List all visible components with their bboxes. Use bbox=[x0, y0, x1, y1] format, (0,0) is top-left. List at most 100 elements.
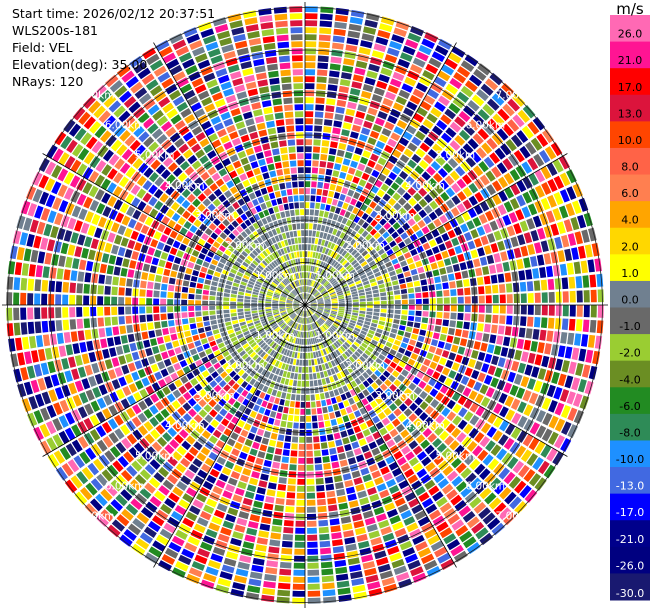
velocity-cell bbox=[377, 157, 387, 166]
velocity-cell bbox=[41, 320, 49, 333]
velocity-cell bbox=[39, 191, 50, 206]
velocity-cell bbox=[202, 480, 214, 491]
velocity-cell bbox=[472, 445, 483, 457]
velocity-cell bbox=[343, 288, 350, 292]
velocity-cell bbox=[576, 290, 583, 303]
velocity-cell bbox=[182, 413, 192, 423]
velocity-cell bbox=[371, 382, 379, 390]
velocity-cell bbox=[312, 323, 316, 329]
velocity-cell bbox=[309, 297, 315, 302]
velocity-cell bbox=[270, 532, 281, 540]
velocity-cell bbox=[317, 301, 324, 303]
velocity-cell bbox=[444, 240, 453, 249]
velocity-cell bbox=[299, 352, 303, 359]
velocity-cell bbox=[474, 463, 486, 476]
velocity-cell bbox=[387, 84, 399, 95]
velocity-cell bbox=[292, 322, 296, 328]
velocity-cell bbox=[294, 299, 300, 303]
velocity-cell bbox=[182, 493, 194, 504]
velocity-cell bbox=[571, 377, 581, 391]
velocity-cell bbox=[445, 83, 459, 95]
velocity-cell bbox=[278, 384, 284, 391]
velocity-cell bbox=[125, 76, 139, 89]
velocity-cell bbox=[348, 564, 362, 573]
velocity-cell bbox=[457, 313, 464, 321]
velocity-cell bbox=[428, 211, 438, 221]
velocity-cell bbox=[513, 149, 525, 163]
velocity-cell bbox=[454, 245, 463, 255]
velocity-cell bbox=[379, 489, 390, 499]
velocity-cell bbox=[517, 401, 527, 414]
velocity-cell bbox=[313, 281, 317, 288]
velocity-cell bbox=[293, 305, 300, 308]
velocity-cell bbox=[327, 265, 333, 272]
velocity-cell bbox=[297, 478, 305, 485]
velocity-cell bbox=[506, 294, 513, 304]
velocity-cell bbox=[195, 424, 205, 434]
velocity-cell bbox=[346, 278, 353, 283]
velocity-cell bbox=[293, 337, 297, 344]
velocity-cell bbox=[440, 191, 450, 202]
velocity-cell bbox=[325, 168, 333, 176]
velocity-cell bbox=[84, 329, 92, 340]
velocity-cell bbox=[314, 450, 321, 457]
velocity-cell bbox=[277, 319, 284, 325]
velocity-cell bbox=[166, 58, 180, 70]
velocity-cell bbox=[572, 393, 583, 407]
velocity-cell bbox=[481, 363, 490, 373]
velocity-cell bbox=[359, 307, 366, 311]
velocity-cell bbox=[72, 343, 81, 355]
velocity-cell bbox=[125, 503, 139, 516]
velocity-cell bbox=[275, 212, 281, 220]
velocity-cell bbox=[369, 493, 380, 503]
velocity-cell bbox=[257, 327, 264, 332]
velocity-cell bbox=[310, 338, 314, 345]
velocity-cell bbox=[335, 185, 343, 193]
velocity-cell bbox=[198, 182, 208, 192]
velocity-cell bbox=[323, 311, 330, 315]
velocity-cell bbox=[283, 325, 289, 331]
velocity-cell bbox=[227, 245, 235, 253]
velocity-cell bbox=[221, 467, 232, 476]
velocity-cell bbox=[306, 499, 316, 506]
velocity-cell bbox=[225, 280, 233, 286]
velocity-cell bbox=[264, 279, 271, 285]
velocity-cell bbox=[189, 255, 197, 263]
velocity-cell bbox=[377, 366, 385, 374]
velocity-cell bbox=[329, 70, 340, 78]
velocity-cell bbox=[360, 467, 370, 476]
velocity-cell bbox=[95, 160, 107, 173]
velocity-cell bbox=[511, 412, 522, 425]
velocity-cell bbox=[500, 347, 509, 357]
velocity-cell bbox=[297, 295, 302, 301]
velocity-cell bbox=[518, 327, 526, 338]
velocity-cell bbox=[289, 153, 296, 160]
velocity-cell bbox=[233, 401, 241, 409]
velocity-cell bbox=[306, 293, 308, 300]
velocity-cell bbox=[438, 357, 447, 366]
velocity-cell bbox=[258, 340, 265, 346]
velocity-cell bbox=[354, 527, 367, 536]
velocity-cell bbox=[533, 317, 541, 328]
velocity-cell bbox=[244, 292, 252, 297]
velocity-cell bbox=[282, 533, 293, 541]
velocity-cell bbox=[286, 268, 291, 275]
velocity-cell bbox=[144, 552, 159, 564]
velocity-cell bbox=[327, 338, 333, 345]
velocity-cell bbox=[325, 377, 331, 384]
velocity-cell bbox=[308, 366, 313, 373]
velocity-cell bbox=[267, 63, 279, 71]
velocity-cell bbox=[401, 181, 411, 191]
velocity-cell bbox=[435, 236, 444, 245]
velocity-cell bbox=[356, 348, 364, 355]
velocity-cell bbox=[338, 277, 345, 283]
velocity-cell bbox=[335, 330, 342, 336]
velocity-cell bbox=[94, 125, 107, 139]
velocity-cell bbox=[179, 359, 188, 368]
velocity-cell bbox=[307, 541, 318, 548]
velocity-cell bbox=[324, 420, 331, 428]
velocity-cell bbox=[119, 325, 127, 335]
velocity-cell bbox=[341, 250, 348, 257]
velocity-cell bbox=[147, 123, 159, 135]
velocity-cell bbox=[311, 323, 315, 330]
